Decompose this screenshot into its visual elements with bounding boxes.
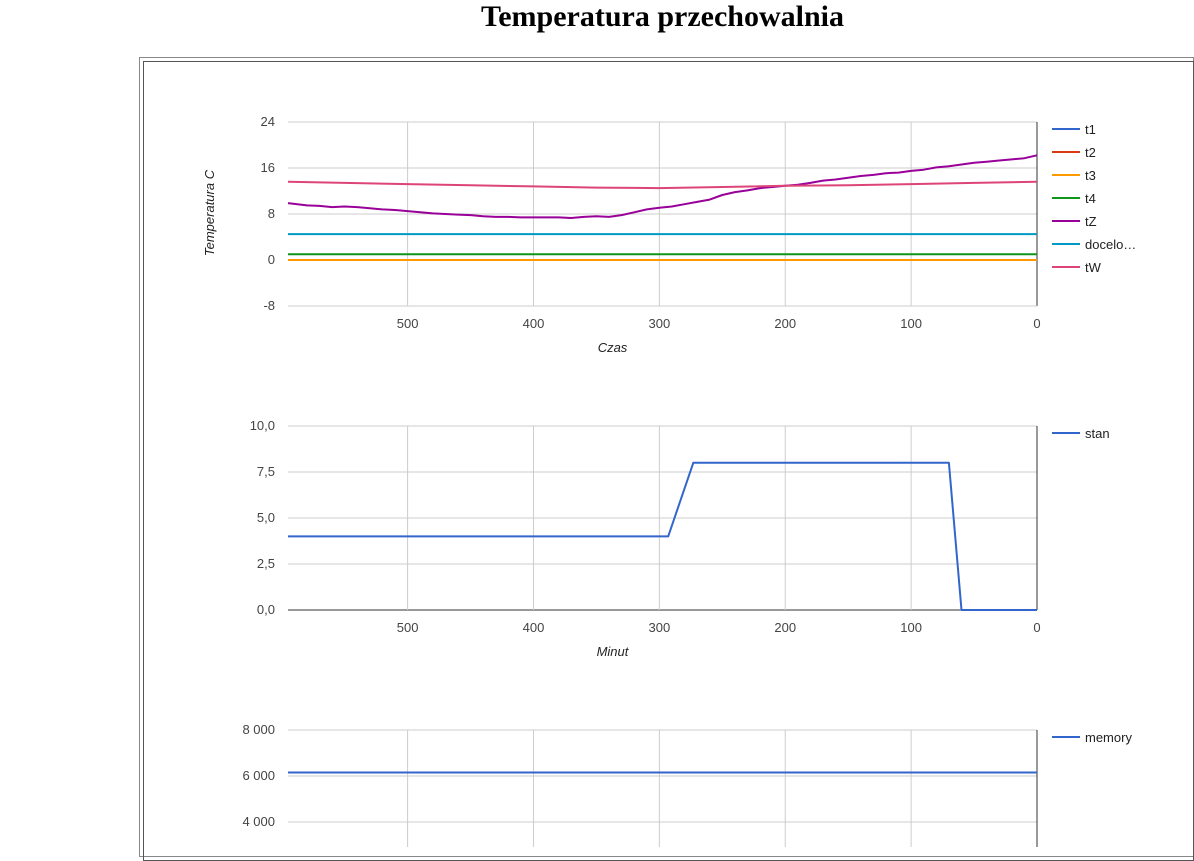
legend-label: memory (1085, 730, 1132, 745)
y-tick-label: 0 (268, 252, 275, 267)
y-tick-label: 7,5 (257, 464, 275, 479)
x-tick-label: 200 (774, 316, 796, 331)
y-tick-label: 16 (261, 160, 275, 175)
x-axis-title: Czas (598, 340, 628, 355)
y-tick-label: 6 000 (242, 768, 275, 783)
y-tick-label: 8 000 (242, 722, 275, 737)
legend-label: stan (1085, 426, 1110, 441)
series-line-tZ (287, 154, 1038, 219)
series-line-tW (287, 180, 1038, 190)
y-axis-title: Temperatura C (202, 169, 217, 256)
x-tick-label: 200 (774, 620, 796, 635)
x-tick-label: 0 (1033, 620, 1040, 635)
x-tick-label: 400 (523, 316, 545, 331)
legend-label: tZ (1085, 214, 1097, 229)
x-tick-label: 500 (397, 316, 419, 331)
legend-label: tW (1085, 260, 1102, 275)
legend-label: t4 (1085, 191, 1096, 206)
y-tick-label: 10,0 (250, 418, 275, 433)
y-tick-label: 24 (261, 114, 275, 129)
legend-label: docelo… (1085, 237, 1136, 252)
x-tick-label: 100 (900, 620, 922, 635)
y-tick-label: 2,5 (257, 556, 275, 571)
x-tick-label: 300 (649, 316, 671, 331)
y-tick-label: -8 (263, 298, 275, 313)
legend-label: t3 (1085, 168, 1096, 183)
x-axis-title: Minut (597, 644, 630, 659)
page-title: Temperatura przechowalnia (480, 0, 845, 33)
x-tick-label: 500 (397, 620, 419, 635)
legend-label: t1 (1085, 122, 1096, 137)
legend-label: t2 (1085, 145, 1096, 160)
y-tick-label: 4 000 (242, 814, 275, 829)
y-tick-label: 0,0 (257, 602, 275, 617)
y-tick-label: 5,0 (257, 510, 275, 525)
x-tick-label: 100 (900, 316, 922, 331)
x-tick-label: 0 (1033, 316, 1040, 331)
x-tick-label: 300 (649, 620, 671, 635)
y-tick-label: 8 (268, 206, 275, 221)
x-tick-label: 400 (523, 620, 545, 635)
series-line-stan (288, 461, 1037, 611)
